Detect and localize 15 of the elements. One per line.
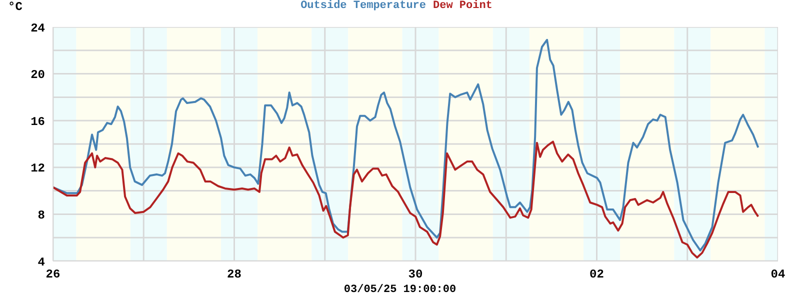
text: Outside Temperature xyxy=(300,0,426,12)
x-tick-label: 02 xyxy=(590,268,604,282)
x-tick-label: 30 xyxy=(408,268,423,282)
y-tick-label: 4 xyxy=(38,255,45,270)
y-tick-label: 20 xyxy=(30,68,45,82)
y-tick-label: 16 xyxy=(30,114,45,129)
x-tick-label: 04 xyxy=(770,268,786,282)
x-tick-label: 26 xyxy=(46,268,60,282)
y-tick-label: 12 xyxy=(30,162,45,176)
y-tick-label: 8 xyxy=(38,208,45,222)
x-tick-label: 28 xyxy=(227,268,242,282)
y-tick-label: 24 xyxy=(30,21,45,36)
y-axis-title: °C xyxy=(8,0,22,14)
x-axis-title: 03/05/25 19:00:00 xyxy=(344,284,456,296)
text: Dew Point xyxy=(433,0,492,12)
